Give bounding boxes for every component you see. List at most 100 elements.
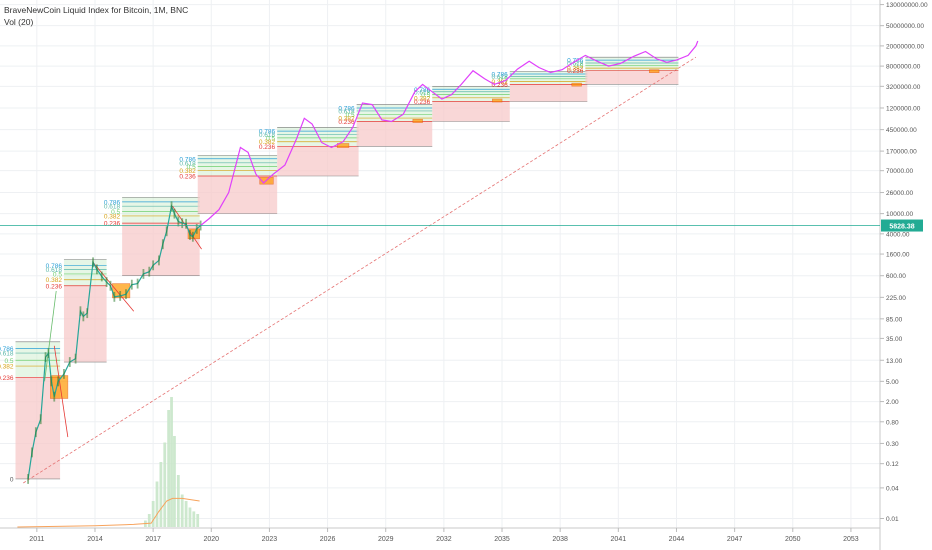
y-tick-label: 3200000.00 [886,84,921,91]
price-candle [34,427,37,438]
x-tick-label: 2053 [843,536,859,543]
fib-zone-lower [277,146,359,177]
price-series [27,201,202,484]
price-candle [148,266,151,277]
fib-level-label: 0.618 [414,89,431,96]
x-tick-label: 2032 [436,536,452,543]
price-candle [142,269,145,279]
price-candle [74,353,77,364]
fib-level-label: 0 [10,476,14,483]
x-tick-label: 2035 [494,536,510,543]
fib-level-label: 0.236 [0,375,14,382]
y-tick-label: 0.12 [886,461,899,468]
price-candle [57,376,60,387]
fib-level-label: 0.618 [567,61,584,68]
volume-bar [170,397,173,527]
x-tick-label: 2017 [145,536,161,543]
y-tick-label: 0.04 [886,485,899,492]
y-tick-label: 1200000.00 [886,105,921,112]
x-tick-label: 2044 [669,536,685,543]
price-candle [50,376,53,387]
fib-level-label: 0.786 [104,199,121,206]
trend-line [44,290,57,382]
price-candle [63,369,65,379]
fib-level-label: 0.786 [179,156,196,163]
volume-bar [176,475,180,527]
price-candle [191,231,194,242]
y-tick-label: 2.00 [886,399,899,406]
y-tick-label: 13.00 [886,358,903,365]
volume-bar [155,481,159,527]
y-tick-label: 5.00 [886,379,899,386]
fib-level-label: 0.618 [491,74,508,81]
price-candle [31,447,33,458]
fib-level-label: 0.236 [567,68,584,75]
price-candle [113,291,116,302]
price-candle [27,474,30,484]
y-tick-label: 600.00 [886,273,906,280]
price-candle [185,218,187,229]
price-candle [161,239,164,250]
fib-level-label: 0.5 [187,164,196,171]
price-candle [158,255,160,266]
fib-zone-lower [122,223,200,276]
price-candle [100,271,103,282]
volume-bar [184,501,188,527]
price-candle [86,308,89,319]
trend-line [53,345,69,438]
y-tick-label: 0.30 [886,441,899,448]
price-candle [181,218,184,229]
y-tick-label: 130000000.00 [886,2,928,9]
price-candle [47,348,50,359]
buy-zone-box [336,143,350,148]
buy-zone-box [571,82,582,87]
y-axis[interactable]: 0.01 0.04 0.12 0.30 0.80 2.00 5.00 13.00 35.00 85… [879,0,928,550]
x-tick-label: 2014 [87,536,103,543]
x-axis: 2011 2014 2017 2020 2023 2026 2029 2032 2035 2038… [0,527,880,543]
fib-level-label: 0.786 [0,346,14,353]
fib-level-label: 0.5 [499,76,508,83]
fib-level-label: 0.236 [179,174,196,181]
volume-pane [17,397,200,528]
x-tick-label: 2050 [785,536,801,543]
fib-level-label: 0.382 [567,66,584,73]
fib-level-label: 0.618 [179,160,196,167]
y-tick-label: 225.00 [886,295,906,302]
buy-zone-box [412,118,423,123]
fib-boxes: 0.7860.6180.50.3820.23600.7860.6180.50.3… [0,56,679,483]
log-trend-line [23,56,697,484]
price-candle [44,352,47,363]
fib-level-label: 0.5 [111,209,120,216]
current-price-label: 5828.38 [889,224,914,231]
volume-bar [192,511,196,527]
y-tick-label: 35.00 [886,336,903,343]
volume-bar [163,442,167,527]
fib-level-label: 0.786 [46,263,63,270]
y-tick-label: 10000.00 [886,211,913,218]
price-candle [105,277,108,287]
y-tick-label: 8000000.00 [886,64,921,71]
price-candle [119,291,122,301]
volume-bar [188,507,192,527]
y-tick-label: 85.00 [886,316,903,323]
fib-level-label: 0.618 [0,351,14,358]
x-tick-label: 2011 [29,536,44,543]
fib-level-label: 0.786 [259,129,276,136]
fib-zone-upper [122,197,200,224]
y-tick-label: 170000.00 [886,149,917,156]
fib-level-label: 0.786 [338,105,355,112]
fib-zone-upper [63,259,107,286]
price-candle [53,391,56,402]
x-tick-label: 2029 [378,536,394,543]
fib-zone-upper [15,341,61,378]
fib-level-label: 0.236 [104,221,121,228]
price-candle [173,208,176,219]
volume-indicator-label: Vol (20) [4,17,34,27]
fib-level-label: 0.236 [491,82,508,89]
fib-zone-lower [509,84,588,102]
x-tick-label: 2038 [552,536,568,543]
volume-ma-line [17,497,200,528]
